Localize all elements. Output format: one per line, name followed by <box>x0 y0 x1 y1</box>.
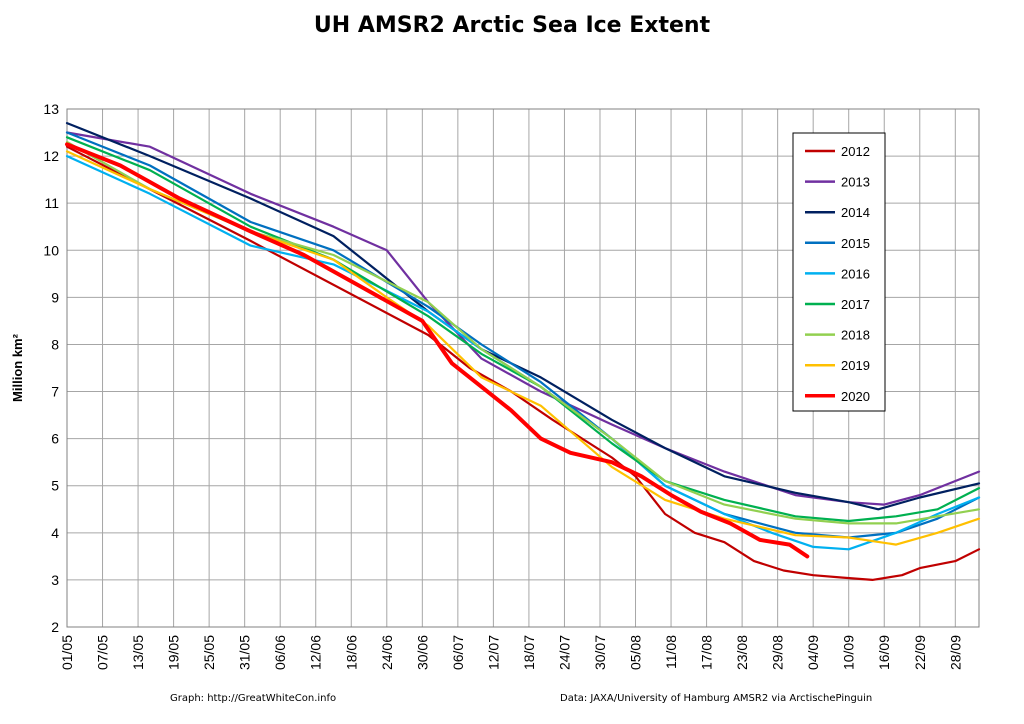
x-tick-label: 13/05 <box>130 635 146 670</box>
x-tick-label: 10/09 <box>841 635 857 670</box>
series-line-2019 <box>65 150 981 546</box>
x-tick-label: 24/06 <box>379 635 395 670</box>
y-axis: 2 3 4 5 6 7 8 9 10 11 12 13 <box>43 101 59 635</box>
x-tick-label: 23/08 <box>734 635 750 670</box>
legend-label-2012: 2012 <box>841 144 870 159</box>
y-tick-label: 5 <box>51 478 59 494</box>
legend-box <box>792 132 886 412</box>
y-tick-label: 12 <box>43 148 59 164</box>
series-line-2013 <box>65 131 981 506</box>
y-tick-label: 13 <box>43 101 59 117</box>
legend-label-2017: 2017 <box>841 297 870 312</box>
x-tick-label: 22/09 <box>912 635 928 670</box>
series-line-2020 <box>65 142 810 559</box>
x-tick-label: 30/07 <box>592 635 608 670</box>
x-tick-label: 04/09 <box>805 635 821 670</box>
legend-label-2016: 2016 <box>841 266 870 281</box>
legend-label-2020: 2020 <box>841 389 870 404</box>
legend: 2012 2013 2014 2015 2016 2017 2018 2019 2020 <box>792 132 886 412</box>
legend-label-2013: 2013 <box>841 175 870 190</box>
x-tick-label: 18/07 <box>521 635 537 670</box>
y-tick-label: 10 <box>43 242 59 258</box>
series-lines <box>65 121 981 582</box>
x-axis: 01/05 07/05 13/05 19/05 25/05 31/05 06/06 12/06… <box>59 635 963 670</box>
y-tick-label: 8 <box>51 336 59 352</box>
x-tick-label: 24/07 <box>556 635 572 670</box>
x-tick-label: 30/06 <box>414 635 430 670</box>
series-line-2017 <box>65 136 981 523</box>
x-tick-label: 11/08 <box>663 635 679 669</box>
x-tick-label: 12/07 <box>485 635 501 670</box>
legend-label-2018: 2018 <box>841 328 870 343</box>
y-tick-label: 7 <box>51 384 59 400</box>
y-tick-label: 6 <box>51 431 59 447</box>
x-tick-label: 06/07 <box>450 635 466 670</box>
footer-credit: Graph: http://GreatWhiteCon.info <box>170 693 336 704</box>
x-tick-label: 29/08 <box>770 635 786 670</box>
plot-area-border <box>66 108 980 628</box>
y-tick-label: 9 <box>51 289 59 305</box>
legend-label-2019: 2019 <box>841 358 870 373</box>
legend-label-2015: 2015 <box>841 236 870 251</box>
x-tick-label: 18/06 <box>343 635 359 670</box>
series-line-2014 <box>65 121 981 511</box>
y-tick-label: 3 <box>51 572 59 588</box>
x-tick-label: 05/08 <box>628 635 644 670</box>
y-tick-label: 11 <box>44 195 59 211</box>
chart-title: UH AMSR2 Arctic Sea Ice Extent <box>314 13 711 38</box>
x-tick-label: 16/09 <box>876 635 892 670</box>
x-tick-label: 12/06 <box>308 635 324 670</box>
footer-data-source: Data: JAXA/University of Hamburg AMSR2 v… <box>560 693 872 704</box>
y-tick-label: 4 <box>51 525 59 541</box>
x-tick-label: 01/05 <box>59 635 75 670</box>
y-tick-label: 2 <box>51 619 59 635</box>
x-tick-label: 17/08 <box>699 635 715 670</box>
y-axis-label: Million km² <box>10 333 25 402</box>
x-tick-label: 28/09 <box>947 635 963 670</box>
legend-label-2014: 2014 <box>841 205 870 220</box>
x-tick-label: 06/06 <box>272 635 288 670</box>
x-tick-label: 07/05 <box>95 635 111 670</box>
x-tick-label: 31/05 <box>237 635 253 670</box>
x-tick-label: 25/05 <box>201 635 217 670</box>
series-line-2018 <box>65 140 981 525</box>
x-tick-label: 19/05 <box>166 635 182 670</box>
